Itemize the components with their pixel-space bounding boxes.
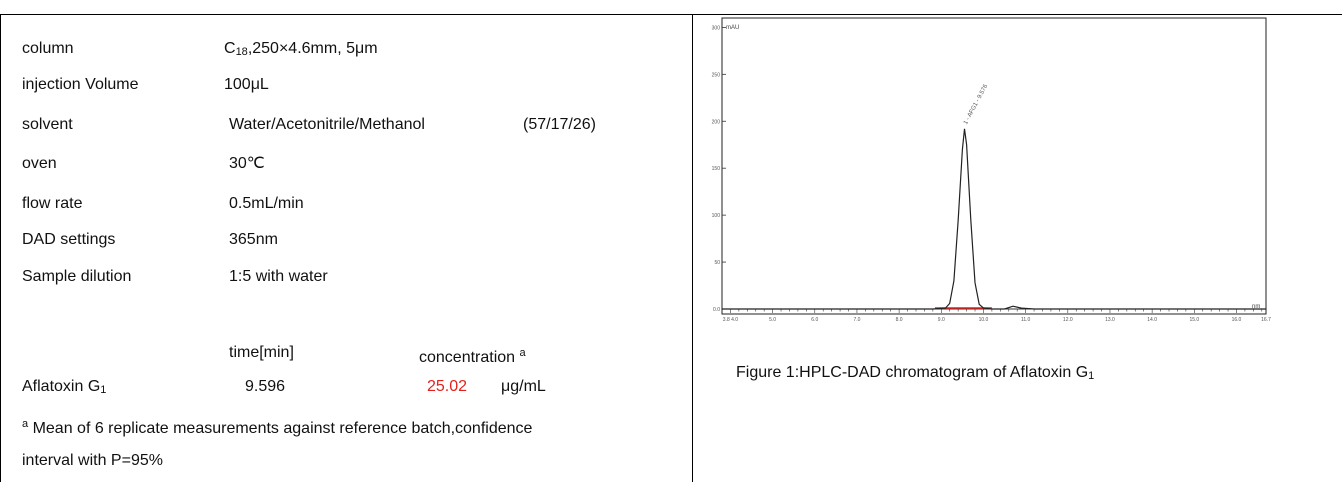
x-tick-label: 15.0: [1189, 317, 1199, 323]
param-value: C18,250×4.6mm, 5μm: [224, 40, 378, 58]
x-axis-ticks: 3.8 4.0 5.0 6.0 7.0 8.0 9.0 10.0 11.0 12.0 13.0 14…: [723, 309, 1271, 323]
param-label: DAD settings: [22, 231, 116, 248]
x-tick-label: 11.0: [1021, 317, 1031, 323]
x-tick-label: 8.0: [896, 317, 903, 323]
y-tick-label: 250: [712, 72, 721, 78]
x-tick-label: 10.0: [979, 317, 989, 323]
param-label: flow rate: [22, 195, 83, 212]
y-axis-label: mAU: [726, 25, 739, 31]
param-value: 1:5 with water: [229, 268, 328, 285]
right-axis-label: nm: [1252, 304, 1260, 310]
x-tick-label: 3.8 4.0: [723, 317, 739, 323]
param-value: 0.5mL/min: [229, 195, 304, 212]
table-left-border: [0, 14, 1, 482]
param-label: column: [22, 40, 74, 57]
x-tick-label: 14.0: [1147, 317, 1157, 323]
results-col-concentration: concentration a: [419, 347, 526, 366]
y-tick-label: 0.0: [713, 307, 720, 313]
x-tick-label: 7.0: [853, 317, 860, 323]
param-value: 30℃: [229, 155, 265, 172]
y-tick-label: 300: [712, 25, 721, 31]
results-col-time: time[min]: [229, 344, 294, 361]
y-tick-label: 50: [714, 260, 720, 266]
figure-caption: Figure 1:HPLC-DAD chromatogram of Aflato…: [736, 364, 1095, 382]
solvent-ratio: (57/17/26): [523, 116, 596, 133]
plot-frame: [721, 17, 1267, 315]
column-divider: [692, 14, 693, 482]
param-value: 100μL: [224, 76, 269, 93]
param-label: solvent: [22, 116, 73, 133]
chromatogram-chart: 0.0 50 100 150 200 250 300 3.8 4.0 5.0 6.0 7.0 8.0…: [712, 17, 1271, 323]
concentration-unit: μg/mL: [501, 378, 546, 395]
param-value: 365nm: [229, 231, 278, 248]
y-tick-label: 150: [712, 166, 721, 172]
y-axis-ticks: 0.0 50 100 150 200 250 300: [712, 25, 726, 313]
x-tick-label: 12.0: [1063, 317, 1073, 323]
x-tick-label: 5.0: [769, 317, 776, 323]
x-tick-label: 6.0: [811, 317, 818, 323]
retention-time: 9.596: [245, 378, 286, 395]
y-tick-label: 200: [712, 119, 721, 125]
analyte-name: Aflatoxin G1: [22, 378, 107, 396]
x-tick-label: 9.0: [938, 317, 945, 323]
param-label: oven: [22, 155, 57, 172]
param-label: injection Volume: [22, 76, 139, 93]
x-tick-label: 16.0: [1232, 317, 1242, 323]
x-tick-label: 13.0: [1105, 317, 1115, 323]
y-tick-label: 100: [712, 213, 721, 219]
x-tick-label: 16.7: [1261, 317, 1271, 323]
peak-label: 1 - AFG1 - 9.576: [963, 83, 989, 126]
param-value: Water/Acetonitrile/Methanol: [229, 116, 425, 133]
param-label: Sample dilution: [22, 268, 132, 285]
concentration-value: 25.02: [427, 378, 468, 395]
chromatogram-trace: [722, 128, 1266, 310]
table-top-border: [0, 14, 1342, 15]
